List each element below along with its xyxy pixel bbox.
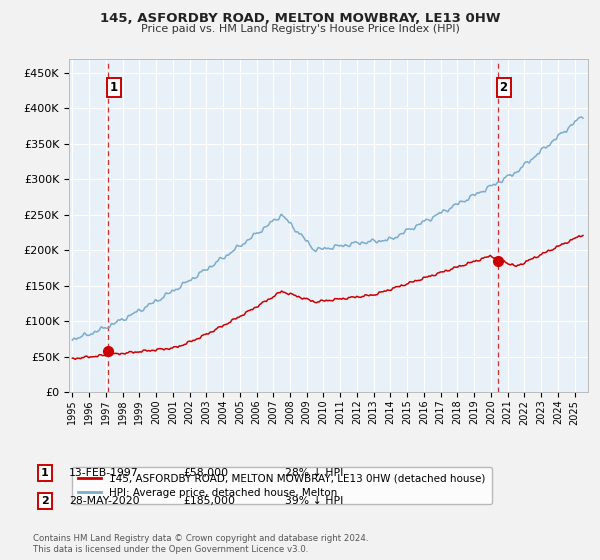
Text: 39% ↓ HPI: 39% ↓ HPI [285,496,343,506]
Text: 1: 1 [110,81,118,94]
Text: 28% ↓ HPI: 28% ↓ HPI [285,468,343,478]
Text: 2: 2 [500,81,508,94]
Text: 145, ASFORDBY ROAD, MELTON MOWBRAY, LE13 0HW: 145, ASFORDBY ROAD, MELTON MOWBRAY, LE13… [100,12,500,25]
Text: 2: 2 [41,496,49,506]
Legend: 145, ASFORDBY ROAD, MELTON MOWBRAY, LE13 0HW (detached house), HPI: Average pric: 145, ASFORDBY ROAD, MELTON MOWBRAY, LE13… [71,467,492,504]
Text: Price paid vs. HM Land Registry's House Price Index (HPI): Price paid vs. HM Land Registry's House … [140,24,460,34]
Text: £58,000: £58,000 [183,468,228,478]
Text: Contains HM Land Registry data © Crown copyright and database right 2024.
This d: Contains HM Land Registry data © Crown c… [33,534,368,554]
Text: £185,000: £185,000 [183,496,235,506]
Text: 1: 1 [41,468,49,478]
Text: 13-FEB-1997: 13-FEB-1997 [69,468,139,478]
Text: 28-MAY-2020: 28-MAY-2020 [69,496,140,506]
